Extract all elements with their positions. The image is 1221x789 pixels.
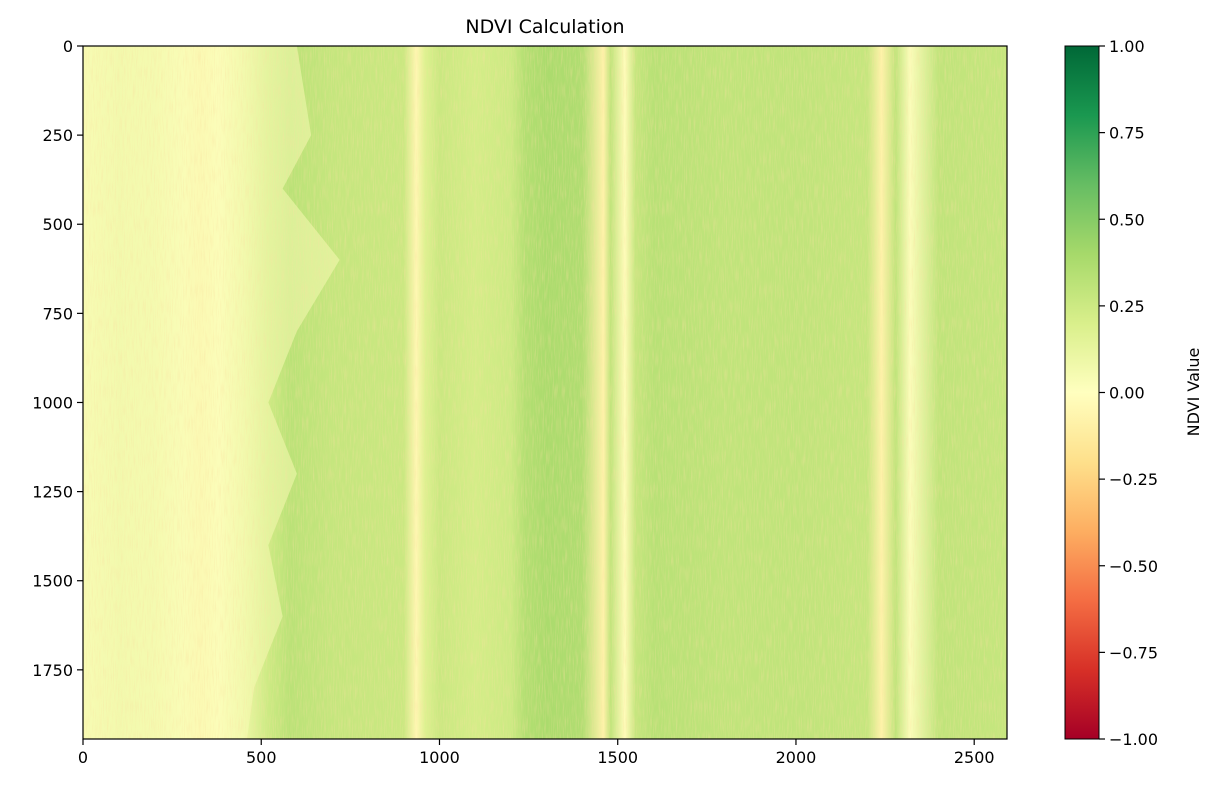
x-axis: 0 500 1000 1500 2000 2500 — [78, 739, 995, 767]
y-tick-label: 1500 — [32, 572, 73, 591]
colorbar-tick-label: −0.50 — [1109, 557, 1158, 576]
y-tick-label: 1750 — [32, 661, 73, 680]
colorbar-tick-label: 0.75 — [1109, 124, 1145, 143]
plot-frame — [82, 45, 1008, 740]
x-tick-label: 1500 — [597, 748, 638, 767]
x-tick-label: 0 — [78, 748, 88, 767]
colorbar-tick-label: 1.00 — [1109, 37, 1145, 56]
heatmap-area — [83, 46, 1007, 739]
colorbar-tick-label: −0.25 — [1109, 470, 1158, 489]
x-tick-label: 2500 — [954, 748, 995, 767]
y-tick-label: 250 — [42, 126, 73, 145]
x-tick-label: 1000 — [419, 748, 460, 767]
y-axis: 0 250 500 750 1000 1250 1500 1750 — [32, 37, 83, 680]
colorbar-tick-label: 0.00 — [1109, 384, 1145, 403]
y-tick-label: 0 — [63, 37, 73, 56]
chart-title: NDVI Calculation — [465, 16, 624, 38]
colorbar-axis: 1.00 0.75 0.50 0.25 0.00 −0.25 −0.50 −0.75 −1.00 — [1099, 37, 1158, 749]
colorbar-tick-label: −1.00 — [1109, 730, 1158, 749]
colorbar-label: NDVI Value — [1184, 348, 1203, 437]
y-tick-label: 750 — [42, 304, 73, 323]
x-tick-label: 500 — [246, 748, 277, 767]
colorbar-tick-label: −0.75 — [1109, 643, 1158, 662]
y-tick-label: 1250 — [32, 483, 73, 502]
y-tick-label: 500 — [42, 215, 73, 234]
heatmap-texture — [83, 46, 1007, 739]
y-tick-label: 1000 — [32, 393, 73, 412]
colorbar — [1064, 45, 1100, 740]
colorbar-tick-label: 0.50 — [1109, 210, 1145, 229]
x-tick-label: 2000 — [776, 748, 817, 767]
colorbar-tick-label: 0.25 — [1109, 297, 1145, 316]
